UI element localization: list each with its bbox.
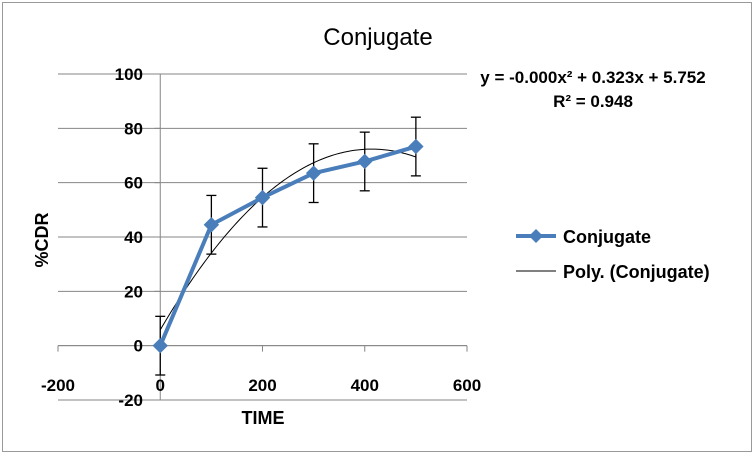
- y-tick-label-40: 40: [124, 228, 143, 247]
- y-axis-label: %CDR: [32, 212, 52, 267]
- data-point-5: [408, 138, 424, 155]
- legend: Conjugate Poly. (Conjugate): [516, 227, 710, 282]
- chart-title: Conjugate: [323, 24, 432, 51]
- x-tick-label-600: 600: [453, 376, 481, 395]
- x-tick-label--200: -200: [41, 376, 75, 395]
- data-point-3: [305, 165, 322, 181]
- x-tick-label-200: 200: [248, 376, 276, 395]
- y-tick-label-20: 20: [124, 282, 143, 301]
- data-point-2: [254, 189, 271, 206]
- data-point-1: [203, 217, 220, 233]
- legend-label-poly: Poly. (Conjugate): [563, 262, 710, 282]
- trendline-curve: [159, 148, 417, 331]
- trendline: [159, 148, 417, 331]
- data-series: [152, 138, 424, 354]
- y-tick-label-100: 100: [115, 65, 143, 84]
- trendline-equation: y = -0.000x² + 0.323x + 5.752: [480, 68, 705, 87]
- y-tick-label-60: 60: [124, 174, 143, 193]
- legend-item-poly: Poly. (Conjugate): [516, 262, 710, 282]
- y-tick-label-80: 80: [124, 119, 143, 138]
- legend-item-conjugate: Conjugate: [516, 227, 651, 247]
- data-point-4: [357, 153, 373, 170]
- x-tick-label-400: 400: [351, 376, 379, 395]
- legend-label-conjugate: Conjugate: [563, 227, 651, 247]
- y-tick-label--20: -20: [118, 391, 143, 410]
- data-point-0: [152, 337, 168, 354]
- legend-diamond-icon: [529, 229, 543, 243]
- trendline-r-squared: R² = 0.948: [553, 92, 633, 111]
- y-tick-label-0: 0: [134, 337, 143, 356]
- series-line-conjugate: [158, 144, 417, 347]
- chart-area: -200 0 200 400 600 -20 0 20 40 60 80 100 Conjugate …: [2, 2, 752, 452]
- x-tick-label-0: 0: [156, 376, 165, 395]
- x-axis-label: TIME: [242, 408, 285, 428]
